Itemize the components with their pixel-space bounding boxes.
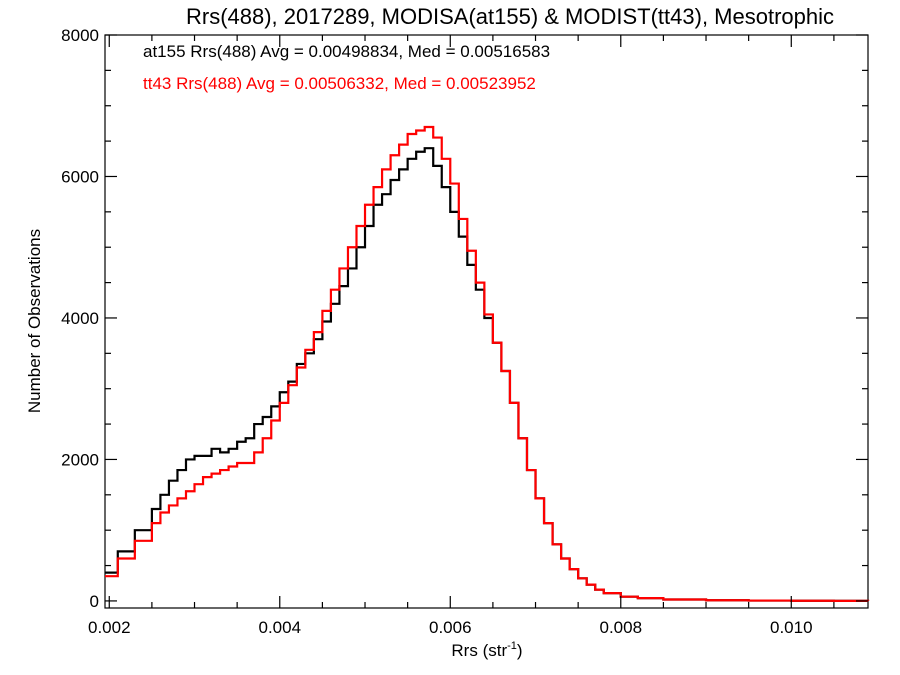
y-tick-label: 2000: [61, 450, 99, 469]
y-axis-label: Number of Observations: [25, 229, 44, 413]
y-tick-label: 6000: [61, 167, 99, 186]
x-axis-label-superscript: -1: [507, 640, 517, 652]
series-line-tt43: [105, 125, 870, 602]
plot-area: 0.002 0.004 0.006 0.008 0.010 0 2000 4000 6000 80…: [61, 26, 870, 637]
plot-frame: [104, 34, 869, 609]
y-tick-label: 8000: [61, 26, 99, 45]
x-axis-label-close: ): [517, 641, 523, 660]
y-tick-label: 0: [90, 592, 99, 611]
chart-title: Rrs(488), 2017289, MODISA(at155) & MODIS…: [186, 4, 834, 29]
x-tick-label: 0.004: [258, 618, 301, 637]
y-tick-label: 4000: [61, 309, 99, 328]
legend: at155 Rrs(488) Avg = 0.00498834, Med = 0…: [143, 42, 550, 93]
x-tick-label: 0.006: [429, 618, 472, 637]
series-layer: [105, 125, 870, 602]
x-axis-label: Rrs (str-1): [451, 640, 522, 660]
series-line-at155: [105, 147, 870, 602]
ticks-layer: 0.002 0.004 0.006 0.008 0.010 0 2000 4000 6000 80…: [61, 26, 868, 637]
x-tick-label: 0.010: [770, 618, 813, 637]
x-axis-label-text: Rrs (str: [451, 641, 507, 660]
x-tick-label: 0.008: [599, 618, 642, 637]
x-tick-label: 0.002: [88, 618, 131, 637]
legend-entry-at155: at155 Rrs(488) Avg = 0.00498834, Med = 0…: [143, 42, 550, 61]
legend-entry-tt43: tt43 Rrs(488) Avg = 0.00506332, Med = 0.…: [143, 74, 536, 93]
